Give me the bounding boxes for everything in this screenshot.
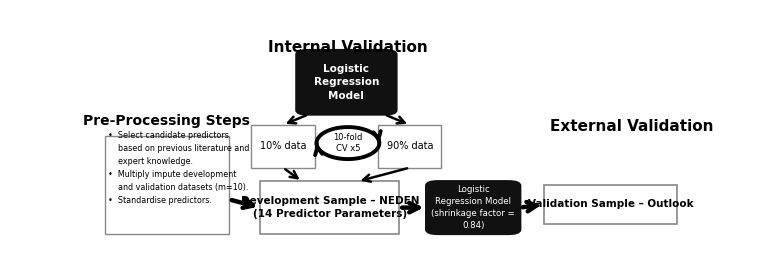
Text: 90% data: 90% data — [386, 141, 433, 151]
Text: Development Sample – NEDEN
(14 Predictor Parameters): Development Sample – NEDEN (14 Predictor… — [241, 196, 419, 219]
FancyBboxPatch shape — [252, 125, 315, 168]
FancyBboxPatch shape — [426, 181, 520, 234]
Text: Validation Sample – Outlook: Validation Sample – Outlook — [527, 199, 693, 209]
Text: External Validation: External Validation — [550, 119, 714, 134]
FancyBboxPatch shape — [378, 125, 442, 168]
Text: Pre-Processing Steps: Pre-Processing Steps — [83, 114, 250, 128]
Text: 10-fold
CV x5: 10-fold CV x5 — [333, 133, 362, 153]
FancyBboxPatch shape — [297, 50, 397, 114]
Text: 10% data: 10% data — [259, 141, 306, 151]
Text: Internal Validation: Internal Validation — [268, 40, 428, 55]
FancyBboxPatch shape — [105, 136, 229, 234]
Text: Logistic
Regression
Model: Logistic Regression Model — [314, 64, 379, 101]
FancyBboxPatch shape — [260, 181, 399, 234]
Text: •  Select candidate predictors
    based on previous literature and
    expert k: • Select candidate predictors based on p… — [108, 131, 249, 205]
Text: Logistic
Regression Model
(shrinkage factor =
0.84): Logistic Regression Model (shrinkage fac… — [432, 185, 515, 230]
FancyBboxPatch shape — [544, 185, 677, 224]
